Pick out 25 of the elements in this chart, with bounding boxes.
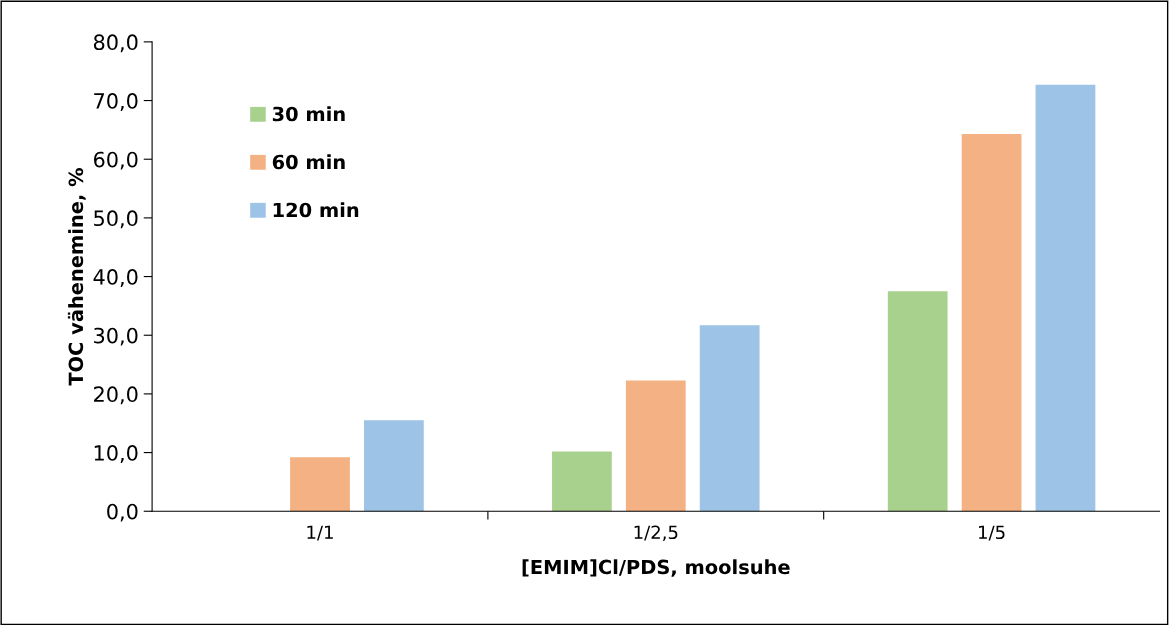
- y-tick-label: 60,0: [93, 151, 138, 170]
- bar: [887, 291, 948, 512]
- y-tick-label: 80,0: [93, 34, 138, 53]
- bar: [290, 457, 350, 512]
- y-tick-label: 40,0: [93, 269, 138, 287]
- y-tick-label: 10,0: [94, 445, 138, 463]
- legend-label: 60 min: [272, 154, 345, 170]
- y-tick-label: 20,0: [94, 386, 138, 405]
- x-tick-label: 1/1: [307, 525, 333, 541]
- legend-label: 30 min: [272, 106, 345, 122]
- bar: [363, 420, 424, 512]
- bar: [961, 133, 1022, 512]
- y-axis-title: TOC vähenemine, %: [67, 168, 86, 386]
- x-axis-title: [EMIM]Cl/PDS, moolsuhe: [522, 559, 790, 577]
- x-tick-label: 1/2,5: [634, 525, 678, 541]
- y-tick-label: 0,0: [107, 503, 138, 522]
- x-tick-label: 1/5: [979, 525, 1005, 541]
- bar: [1035, 84, 1096, 512]
- legend-label: 120 min: [273, 202, 359, 218]
- bar: [552, 451, 612, 512]
- bar: [625, 380, 686, 512]
- y-tick-label: 30,0: [94, 327, 138, 346]
- y-tick-label: 50,0: [94, 210, 138, 229]
- y-tick-label: 70,0: [94, 93, 138, 111]
- bar: [699, 325, 760, 512]
